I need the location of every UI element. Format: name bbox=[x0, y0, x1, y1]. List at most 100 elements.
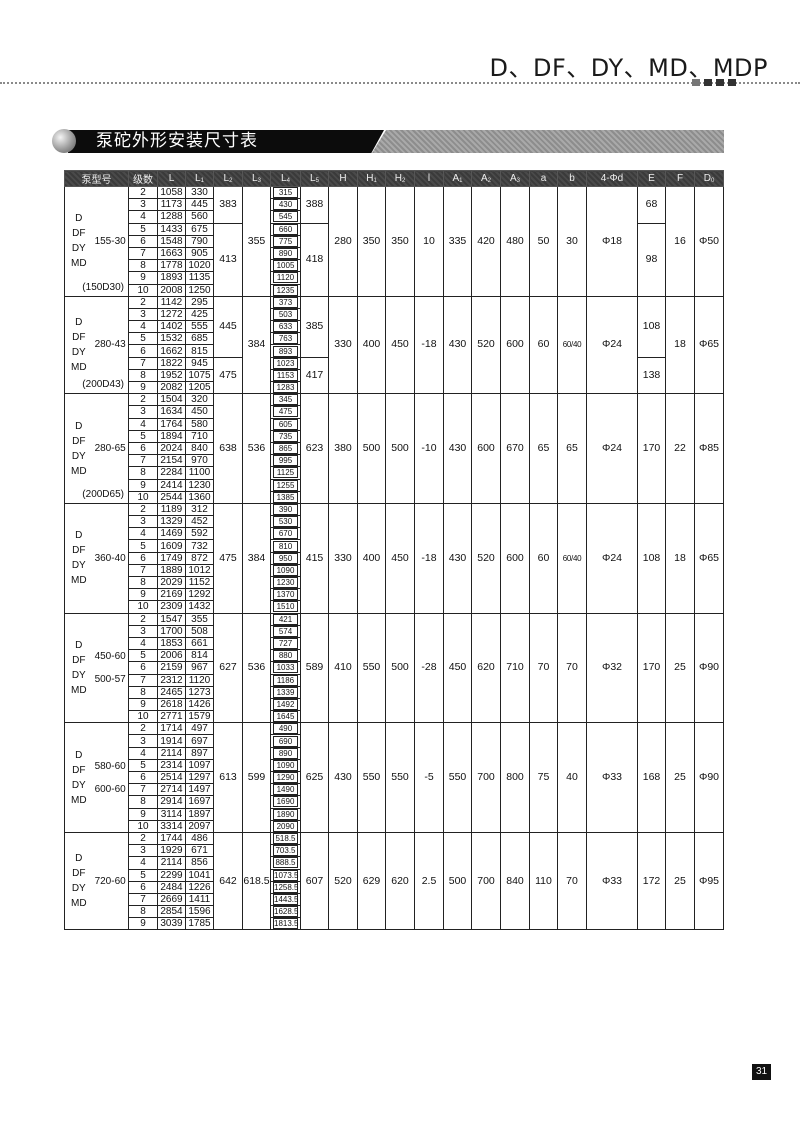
dim-l4-value: 345 bbox=[273, 394, 298, 405]
dim-b: 60/40 bbox=[557, 502, 587, 614]
dim-l1: 445 bbox=[185, 198, 214, 212]
dim-l4-value: 1690 bbox=[273, 796, 298, 808]
stage-count: 5 bbox=[128, 649, 158, 663]
dim-l4-value: 1492 bbox=[273, 699, 298, 710]
table-row: 7 2714 1497 1490 bbox=[65, 783, 724, 797]
dim-l4: 1090 bbox=[270, 563, 301, 578]
sphere-bullet-icon bbox=[52, 129, 76, 153]
dim-l: 2484 bbox=[157, 880, 186, 894]
dim-a: 75 bbox=[529, 722, 558, 833]
dim-d0: Φ65 bbox=[694, 295, 724, 395]
pump-series: DY bbox=[71, 243, 86, 255]
dim-l: 1914 bbox=[157, 734, 186, 748]
stage-count: 8 bbox=[128, 259, 158, 273]
dim-l: 2114 bbox=[157, 746, 186, 760]
dim-f: 16 bbox=[665, 186, 695, 297]
dim-l4-value: 995 bbox=[273, 455, 298, 466]
stage-count: 2 bbox=[128, 185, 158, 200]
column-header-label: 泵型号 bbox=[81, 175, 112, 186]
dim-l1: 1297 bbox=[185, 770, 214, 785]
column-header: A2 bbox=[471, 170, 501, 187]
dim-a2: 420 bbox=[471, 186, 501, 297]
stage-count: 4 bbox=[128, 210, 158, 224]
stage-count: 3 bbox=[128, 624, 158, 638]
dim-a3: 840 bbox=[500, 831, 530, 931]
stage-count: 6 bbox=[128, 441, 158, 456]
pump-series: D bbox=[75, 530, 83, 542]
pump-series-list: D DF DY MD bbox=[66, 851, 87, 911]
table-row: 8 2465 1273 1339 bbox=[65, 685, 724, 699]
dim-l4-value: 888.5 bbox=[273, 857, 298, 868]
column-header-label: l bbox=[427, 173, 431, 184]
dim-l4: 950 bbox=[270, 551, 301, 565]
dim-e: 170 bbox=[637, 393, 666, 504]
dim-l: 10 bbox=[414, 186, 444, 297]
stage-count: 8 bbox=[128, 685, 158, 699]
column-header: H bbox=[328, 170, 358, 187]
pump-model-content: D DF DY MD 580-60 600-60 bbox=[66, 724, 128, 832]
pump-series: MD bbox=[71, 361, 87, 373]
dim-l3: 618.5 bbox=[242, 831, 271, 931]
table-row: 4 1853 661 727 bbox=[65, 636, 724, 651]
dim-l: 1764 bbox=[157, 417, 186, 431]
pump-series: MD bbox=[71, 465, 87, 477]
pump-series: DY bbox=[71, 346, 86, 358]
dim-l1: 945 bbox=[185, 356, 214, 370]
dim-b: 70 bbox=[557, 612, 587, 724]
column-header: L2 bbox=[213, 170, 243, 187]
dim-l4-value: 1235 bbox=[273, 285, 298, 296]
dim-l1: 732 bbox=[185, 539, 214, 553]
dim-l: 2006 bbox=[157, 649, 186, 663]
dim-l4-value: 475 bbox=[273, 406, 298, 418]
dim-l1: 1100 bbox=[185, 466, 214, 480]
table-row: D DF DY MD 280-65 (200D65) 2 1504 320 638 536 345 62… bbox=[64, 393, 724, 504]
dim-l1: 560 bbox=[185, 210, 214, 224]
dim-l4: 373 bbox=[270, 295, 301, 309]
stage-count: 5 bbox=[128, 429, 158, 443]
dim-l4: 1090 bbox=[270, 758, 301, 773]
dim-l: 1714 bbox=[157, 722, 186, 736]
column-header-subscript: 1 bbox=[373, 178, 377, 184]
column-header-subscript: 2 bbox=[229, 178, 233, 184]
dim-l1: 790 bbox=[185, 234, 214, 248]
pump-model-content: D DF DY MD 360-40 bbox=[66, 504, 128, 612]
dim-l: 2284 bbox=[157, 466, 186, 480]
column-header-subscript: 1 bbox=[459, 178, 463, 184]
dim-l4-value: 1255 bbox=[273, 480, 298, 491]
section-title: 泵砣外形安装尺寸表 bbox=[96, 131, 258, 151]
table-header-row: 泵型号 级数 L L1 L2 L3 L4 L5 H H1 H2 l A1 A2 A3 a b 4-Φd E F D0 bbox=[64, 170, 724, 187]
table-row: 8 2854 1596 1628.5 bbox=[65, 905, 724, 919]
dim-l: 2312 bbox=[157, 673, 186, 687]
dim-l1: 508 bbox=[185, 624, 214, 638]
dim-4-phi-d: Φ33 bbox=[586, 722, 638, 833]
dim-l: 1822 bbox=[157, 356, 186, 370]
dim-l: -18 bbox=[414, 295, 444, 395]
dim-l4-value: 703.5 bbox=[273, 845, 298, 856]
dim-l: 1744 bbox=[157, 831, 186, 846]
stage-count: 9 bbox=[128, 271, 158, 285]
pump-series-list: D DF DY MD bbox=[66, 638, 87, 698]
pump-series: DY bbox=[71, 669, 86, 681]
dim-l1: 1432 bbox=[185, 600, 214, 614]
dim-l4-value: 1890 bbox=[273, 809, 298, 820]
pump-model: 600-60 bbox=[94, 783, 126, 795]
dim-h2: 450 bbox=[385, 295, 415, 395]
dim-l: 1609 bbox=[157, 539, 186, 553]
column-header-label: A bbox=[509, 173, 517, 184]
pump-model: 450-60 bbox=[94, 650, 126, 662]
dim-l4-value: 421 bbox=[273, 614, 298, 625]
dim-l4: 315 bbox=[270, 185, 301, 200]
dim-l3: 384 bbox=[242, 295, 271, 395]
dim-h: 330 bbox=[328, 295, 358, 395]
dim-l4-value: 1023 bbox=[273, 358, 298, 369]
stage-count: 7 bbox=[128, 673, 158, 687]
pump-series: MD bbox=[71, 684, 87, 696]
pump-series-list: D DF DY MD bbox=[66, 211, 87, 271]
dim-b: 30 bbox=[557, 186, 587, 297]
dim-d0: Φ65 bbox=[694, 502, 724, 614]
dim-l4: 1153 bbox=[270, 368, 301, 383]
dim-f: 25 bbox=[665, 722, 695, 833]
dim-l2: 413 bbox=[213, 222, 243, 297]
dim-l: 3314 bbox=[157, 819, 186, 833]
dim-l4: 1510 bbox=[270, 600, 301, 614]
